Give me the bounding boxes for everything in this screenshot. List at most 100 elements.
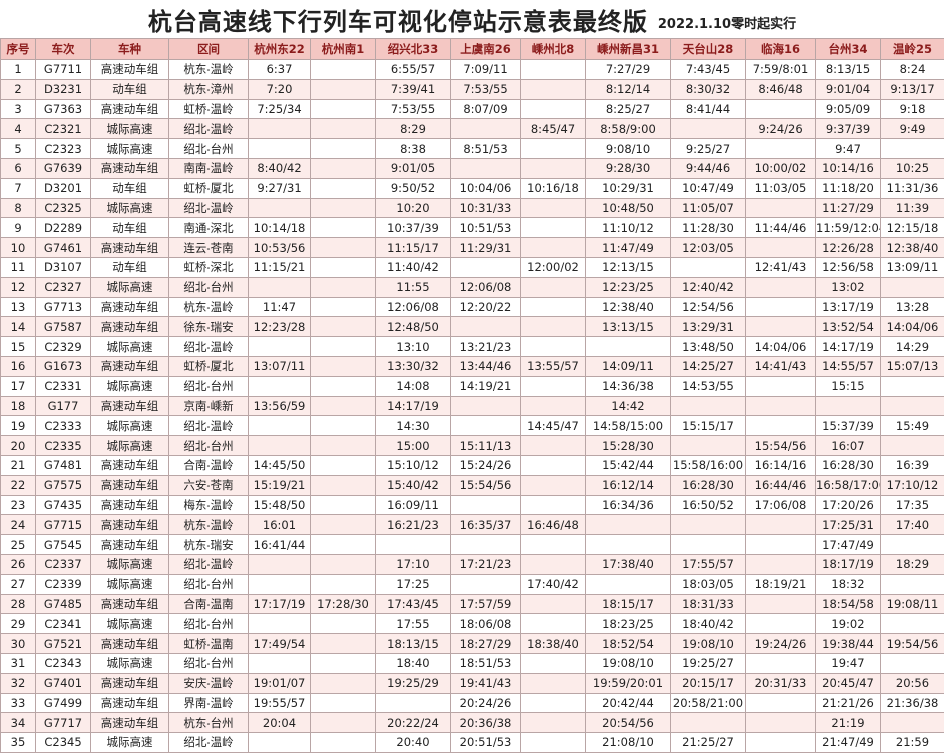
header-cell: 绍兴北33 bbox=[375, 38, 451, 60]
table-cell: 9 bbox=[0, 217, 36, 239]
table-cell: 13:55/57 bbox=[520, 355, 586, 377]
table-cell: G7711 bbox=[35, 59, 91, 80]
table-cell: 11:15/21 bbox=[248, 256, 311, 278]
table-cell: 9:01/04 bbox=[815, 78, 881, 100]
table-cell: 10:04/06 bbox=[450, 177, 521, 199]
empty-cell bbox=[520, 276, 586, 298]
empty-cell bbox=[450, 157, 521, 179]
empty-cell bbox=[248, 197, 311, 219]
table-cell: 11:10/12 bbox=[585, 217, 671, 239]
table-cell: C2343 bbox=[35, 652, 91, 674]
table-cell: 19:25/29 bbox=[375, 672, 451, 694]
table-cell: 31 bbox=[0, 652, 36, 674]
table-cell: 17:35 bbox=[880, 494, 944, 516]
empty-cell bbox=[745, 732, 816, 753]
table-row: 27 C2339 城际高速 绍北-台州 17:25 17:40/42 18:03/05 18:… bbox=[0, 573, 944, 595]
empty-cell bbox=[880, 652, 944, 674]
table-cell: 高速动车组 bbox=[90, 593, 169, 615]
table-cell: 合南-温岭 bbox=[168, 454, 249, 476]
table-cell: 虹桥-温南 bbox=[168, 633, 249, 654]
empty-cell bbox=[310, 692, 376, 714]
empty-cell bbox=[520, 712, 586, 734]
table-cell: 11:31/36 bbox=[880, 177, 944, 199]
table-cell: C2329 bbox=[35, 336, 91, 357]
table-cell: 15:11/13 bbox=[450, 435, 521, 456]
table-cell: 7:53/55 bbox=[375, 98, 451, 120]
table-row: 12 C2327 城际高速 绍北-台州 11:55 12:06/08 12:23/25 12:… bbox=[0, 276, 944, 298]
table-cell: 10:14/16 bbox=[815, 157, 881, 179]
table-cell: 17:57/59 bbox=[450, 593, 521, 615]
table-cell: 15:58/16:00 bbox=[670, 454, 746, 476]
table-row: 33 G7499 高速动车组 界南-温岭 19:55/57 20:24/26 20:42/4… bbox=[0, 692, 944, 714]
header-cell: 车次 bbox=[35, 38, 91, 60]
empty-cell bbox=[585, 534, 671, 555]
table-cell: 16:41/44 bbox=[248, 534, 311, 555]
table-cell: C2335 bbox=[35, 435, 91, 456]
table-cell: 14:36/38 bbox=[585, 375, 671, 397]
table-cell: 19:41/43 bbox=[450, 672, 521, 694]
table-cell: 13:48/50 bbox=[670, 336, 746, 357]
empty-cell bbox=[670, 534, 746, 555]
table-cell: 15:54/56 bbox=[745, 435, 816, 456]
table-cell: 14:30 bbox=[375, 415, 451, 437]
table-cell: G7521 bbox=[35, 633, 91, 654]
table-cell: 27 bbox=[0, 573, 36, 595]
table-cell: G1673 bbox=[35, 355, 91, 377]
empty-cell bbox=[880, 573, 944, 595]
table-cell: 13 bbox=[0, 296, 36, 318]
table-cell: 19:24/26 bbox=[745, 633, 816, 654]
table-cell: 15:24/26 bbox=[450, 454, 521, 476]
empty-cell bbox=[310, 217, 376, 239]
table-cell: 南南-温岭 bbox=[168, 157, 249, 179]
table-cell: 11:55 bbox=[375, 276, 451, 298]
table-cell: 10:20 bbox=[375, 197, 451, 219]
table-cell: D3201 bbox=[35, 177, 91, 199]
table-cell: 12:56/58 bbox=[815, 256, 881, 278]
empty-cell bbox=[310, 118, 376, 140]
table-cell: 8:46/48 bbox=[745, 78, 816, 100]
table-cell: 7:25/34 bbox=[248, 98, 311, 120]
table-cell: G7499 bbox=[35, 692, 91, 714]
table-cell: 7:59/8:01 bbox=[745, 59, 816, 80]
table-cell: 21:19 bbox=[815, 712, 881, 734]
table-cell: 城际高速 bbox=[90, 613, 169, 635]
table-row: 14 G7587 高速动车组 徐东-瑞安 12:23/28 12:48/50 13:13/1… bbox=[0, 316, 944, 338]
table-cell: 5 bbox=[0, 138, 36, 159]
table-cell: 17:17/19 bbox=[248, 593, 311, 615]
table-row: 32 G7401 高速动车组 安庆-温岭 19:01/07 19:25/29 19:41/4… bbox=[0, 672, 944, 694]
empty-cell bbox=[880, 138, 944, 159]
table-row: 1 G7711 高速动车组 杭东-温岭 6:37 6:55/57 7:09/11 7:27/2… bbox=[0, 59, 944, 80]
table-cell: 17:49/54 bbox=[248, 633, 311, 654]
table-cell: 9:44/46 bbox=[670, 157, 746, 179]
table-cell: 17:06/08 bbox=[745, 494, 816, 516]
table-cell: G177 bbox=[35, 395, 91, 417]
table-row: 3 G7363 高速动车组 虹桥-温岭 7:25/34 7:53/55 8:07/09 8:2… bbox=[0, 98, 944, 120]
table-cell: 7:43/45 bbox=[670, 59, 746, 80]
table-cell: 8:45/47 bbox=[520, 118, 586, 140]
table-cell: 高速动车组 bbox=[90, 633, 169, 654]
empty-cell bbox=[310, 454, 376, 476]
table-cell: 9:27/31 bbox=[248, 177, 311, 199]
empty-cell bbox=[248, 613, 311, 635]
table-row: 7 D3201 动车组 虹桥-厦北 9:27/31 9:50/52 10:04/06 10:1… bbox=[0, 177, 944, 199]
empty-cell bbox=[248, 336, 311, 357]
header-row: 序号 车次 车种 区间 杭州东22 杭州南1 绍兴北33 上虞南26 嵊州北8 嵊州新昌31 天台山… bbox=[0, 38, 944, 60]
table-cell: 18:52/54 bbox=[585, 633, 671, 654]
table-row: 9 D2289 动车组 南通-深北 10:14/18 10:37/39 10:51/53 11… bbox=[0, 217, 944, 239]
empty-cell bbox=[310, 573, 376, 595]
table-cell: 南通-深北 bbox=[168, 217, 249, 239]
table-cell: 绍北-台州 bbox=[168, 435, 249, 456]
table-cell: 绍北-温岭 bbox=[168, 732, 249, 753]
header-cell: 天台山28 bbox=[670, 38, 746, 60]
table-cell: 18:13/15 bbox=[375, 633, 451, 654]
table-cell: 11:15/17 bbox=[375, 237, 451, 258]
timetable: 序号 车次 车种 区间 杭州东22 杭州南1 绍兴北33 上虞南26 嵊州北8 嵊州新昌31 天台山… bbox=[0, 38, 944, 753]
table-cell: 虹桥-厦北 bbox=[168, 355, 249, 377]
table-cell: 9:37/39 bbox=[815, 118, 881, 140]
table-cell: 17:38/40 bbox=[585, 553, 671, 575]
table-cell: 11:39 bbox=[880, 197, 944, 219]
table-cell: 16:39 bbox=[880, 454, 944, 476]
table-cell: 14:45/47 bbox=[520, 415, 586, 437]
table-cell: 10:31/33 bbox=[450, 197, 521, 219]
table-cell: 7:53/55 bbox=[450, 78, 521, 100]
